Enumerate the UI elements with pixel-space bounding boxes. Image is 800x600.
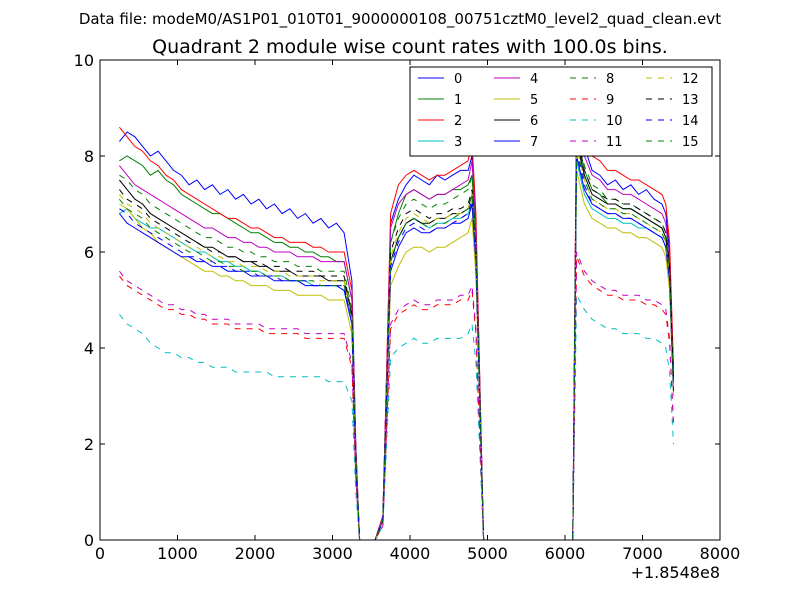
y-tick-label: 8 — [84, 147, 94, 166]
legend-label-14: 14 — [682, 114, 699, 129]
x-tick-label: 3000 — [312, 544, 353, 563]
y-tick-label: 2 — [84, 435, 94, 454]
y-tick-label: 4 — [84, 339, 94, 358]
x-tick-label: 8000 — [700, 544, 741, 563]
legend-label-1: 1 — [454, 93, 462, 108]
x-tick-label: 7000 — [622, 544, 663, 563]
y-tick-label: 10 — [74, 51, 94, 70]
legend-label-13: 13 — [682, 93, 699, 108]
series-line-11 — [119, 251, 674, 541]
legend-label-2: 2 — [454, 114, 462, 129]
series-layer — [119, 98, 674, 541]
legend-label-3: 3 — [454, 135, 462, 150]
legend-label-5: 5 — [530, 93, 538, 108]
series-line-4 — [119, 117, 674, 541]
x-tick-label: 5000 — [467, 544, 508, 563]
chart-title: Quadrant 2 module wise count rates with … — [152, 36, 668, 58]
x-tick-label: 1000 — [157, 544, 198, 563]
legend-label-7: 7 — [530, 135, 538, 150]
legend-label-9: 9 — [606, 93, 614, 108]
legend-label-4: 4 — [530, 72, 538, 87]
series-line-9 — [119, 256, 674, 541]
series-line-8 — [119, 127, 674, 541]
legend-label-0: 0 — [454, 72, 462, 87]
legend-label-6: 6 — [530, 114, 538, 129]
x-tick-label: 6000 — [545, 544, 586, 563]
legend-label-11: 11 — [606, 135, 623, 150]
x-tick-label: 4000 — [390, 544, 431, 563]
legend-label-15: 15 — [682, 135, 699, 150]
x-tick-label: 0 — [95, 544, 105, 563]
series-line-15 — [119, 146, 674, 541]
legend-label-8: 8 — [606, 72, 614, 87]
y-tick-label: 6 — [84, 243, 94, 262]
chart-suptitle: Data file: modeM0/AS1P01_010T01_90000001… — [79, 10, 721, 29]
legend-label-10: 10 — [606, 114, 623, 129]
x-offset-label: +1.8548e8 — [631, 563, 720, 582]
series-line-10 — [119, 293, 674, 541]
legend-label-12: 12 — [682, 72, 699, 87]
series-line-13 — [119, 136, 674, 541]
series-line-12 — [119, 146, 674, 541]
x-tick-label: 2000 — [235, 544, 276, 563]
y-tick-label: 0 — [84, 531, 94, 550]
series-line-5 — [119, 170, 674, 541]
series-line-7 — [119, 155, 674, 541]
